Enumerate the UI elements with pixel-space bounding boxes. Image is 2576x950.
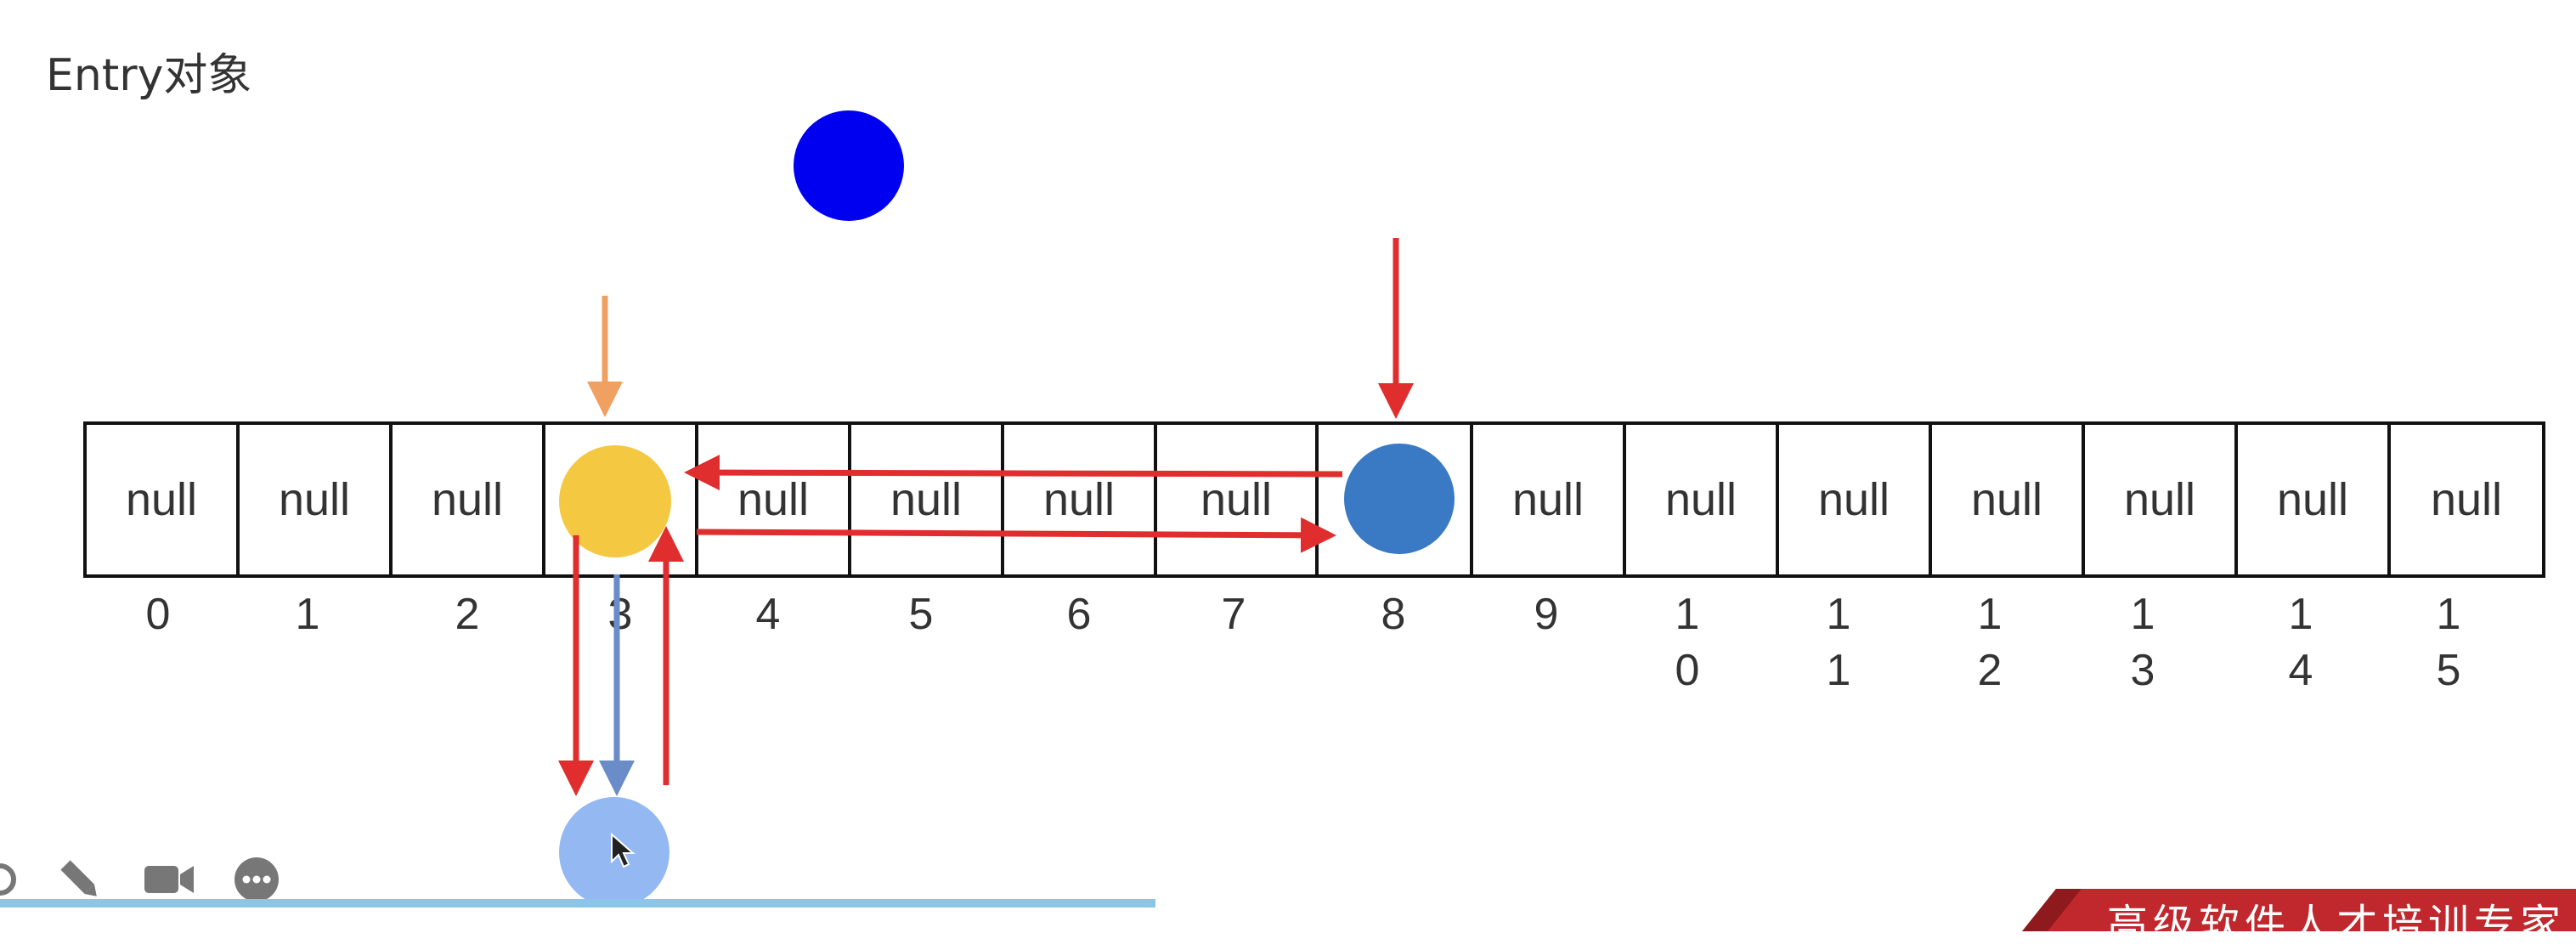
array-index-5: 5: [895, 586, 946, 642]
red-arrow-3-to-8: [696, 517, 1336, 553]
array-index-9: 9: [1521, 586, 1572, 642]
array-index-digit: 7: [1221, 590, 1246, 639]
array-index-digit: 5: [908, 590, 934, 639]
page-title: Entry对象: [46, 50, 252, 101]
array-index-digit: 2: [1977, 646, 2003, 695]
array-cell-2: null: [393, 425, 545, 574]
array-cell-15: null: [2430, 474, 2503, 525]
array-index-digit: 1: [1977, 590, 2003, 639]
array-cell-1: null: [240, 425, 393, 574]
array-index-digit: 4: [755, 590, 781, 639]
array-index-7: 7: [1208, 586, 1259, 642]
array-cell-8: [1319, 425, 1473, 574]
array-cell-3: [545, 425, 698, 574]
array-cell-13: null: [2085, 425, 2238, 574]
array-index-4: 4: [743, 586, 794, 642]
presentation-toolbar: [0, 850, 282, 909]
floating-entry-node: [794, 110, 904, 221]
array-index-digit: 9: [1534, 590, 1559, 639]
array-index-digit: 1: [2288, 590, 2313, 639]
array-cell-12: null: [1932, 425, 2085, 574]
array-index-digit: 1: [2130, 590, 2155, 639]
array-cell-4: null: [698, 425, 851, 574]
array-index-digit: 4: [2288, 646, 2313, 695]
array-index-digit: 1: [295, 590, 320, 639]
entry-node-slot-8: [1344, 444, 1455, 554]
array-index-digit: 1: [1675, 590, 1700, 639]
pencil-icon[interactable]: [54, 854, 105, 905]
array-index-digit: 0: [1675, 646, 1700, 695]
array-index-digit: 5: [2436, 646, 2461, 695]
playback-progress-bar[interactable]: [0, 899, 1155, 908]
array-cell-11: null: [1779, 425, 1932, 574]
array-index-digit: 0: [145, 590, 171, 639]
array-index-digit: 3: [607, 590, 633, 639]
array-index-6: 6: [1054, 586, 1104, 642]
red-arrow-8-to-3: [684, 455, 1343, 491]
array-index-2: 2: [442, 586, 493, 642]
array-index-digit: 1: [2436, 590, 2461, 639]
array-cell-9: null: [1473, 425, 1626, 574]
circle-icon[interactable]: [0, 854, 17, 905]
array-cell-6: null: [1004, 425, 1157, 574]
array-index-1: 1: [282, 586, 333, 642]
brand-banner-text: 高级软件人才培训专家: [2107, 901, 2567, 948]
array-index-3: 3: [595, 586, 646, 642]
array-cell-7: null: [1157, 425, 1319, 574]
array-index-8: 8: [1368, 586, 1419, 642]
array-index-digit: 1: [1826, 590, 1851, 639]
mouse-cursor-icon: [611, 832, 636, 868]
brand-banner: [2022, 889, 2576, 931]
array-cell-10: null: [1626, 425, 1779, 574]
array-index-digit: 8: [1381, 590, 1406, 639]
array-index-digit: 2: [455, 590, 480, 639]
more-options-icon[interactable]: [231, 854, 282, 905]
array-cell-0: null: [87, 425, 240, 574]
array-cell-5: null: [851, 425, 1004, 574]
array-cell-14: null: [2238, 425, 2391, 574]
array-index-digit: 6: [1066, 590, 1092, 639]
video-camera-icon[interactable]: [143, 854, 194, 905]
array-index-0: 0: [133, 586, 184, 642]
array-index-digit: 1: [1826, 646, 1851, 695]
array-frame: [83, 421, 2545, 578]
array-index-digit: 3: [2130, 646, 2155, 695]
